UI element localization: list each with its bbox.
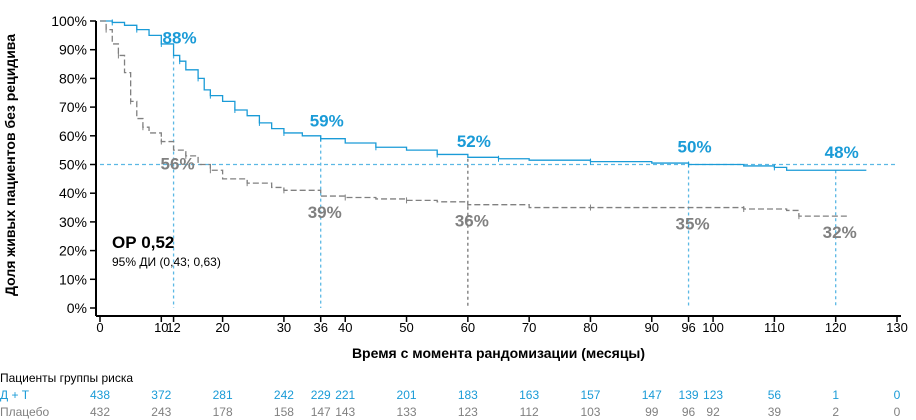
x-tick-label: 12 xyxy=(166,320,180,335)
risk-count: 139 xyxy=(679,388,699,402)
y-tick-label: 30% xyxy=(59,214,87,230)
series-line-1 xyxy=(100,20,848,217)
risk-count: 147 xyxy=(642,388,662,402)
x-tick-label: 110 xyxy=(764,320,785,335)
data-label: 39% xyxy=(308,203,342,222)
y-tick-label: 50% xyxy=(59,157,87,173)
risk-row-label: Д + Т xyxy=(0,388,30,402)
risk-count: 103 xyxy=(580,405,600,419)
risk-count: 281 xyxy=(213,388,233,402)
x-tick-label: 60 xyxy=(461,320,475,335)
risk-count: 438 xyxy=(90,388,110,402)
y-tick-label: 80% xyxy=(59,70,87,86)
x-tick-label: 70 xyxy=(522,320,536,335)
x-tick-label: 30 xyxy=(277,320,291,335)
x-tick-label: 90 xyxy=(645,320,659,335)
data-label: 36% xyxy=(455,212,489,231)
risk-count: 157 xyxy=(580,388,600,402)
y-tick-label: 60% xyxy=(59,128,87,144)
risk-count: 1 xyxy=(832,388,839,402)
x-tick-label: 40 xyxy=(338,320,352,335)
x-tick-label: 130 xyxy=(886,320,908,335)
x-tick-label: 50 xyxy=(399,320,413,335)
data-label: 50% xyxy=(678,138,712,157)
y-tick-label: 10% xyxy=(59,271,87,287)
hr-label: ОР 0,52 xyxy=(112,233,174,252)
x-tick-label: 0 xyxy=(96,320,103,335)
x-tick-label: 20 xyxy=(215,320,229,335)
risk-count: 143 xyxy=(335,405,355,419)
x-axis-label: Время с момента рандомизации (месяцы) xyxy=(352,345,645,361)
risk-count: 163 xyxy=(519,388,539,402)
series-line-0 xyxy=(100,20,867,171)
risk-count: 158 xyxy=(274,405,294,419)
hr-ci: 95% ДИ (0,43; 0,63) xyxy=(112,255,221,269)
y-tick-label: 70% xyxy=(59,99,87,115)
data-label: 48% xyxy=(825,143,859,162)
risk-count: 112 xyxy=(520,405,539,419)
x-tick-label: 120 xyxy=(825,320,847,335)
risk-count: 243 xyxy=(151,405,171,419)
risk-count: 123 xyxy=(703,388,723,402)
x-tick-label: 96 xyxy=(681,320,695,335)
x-tick-label: 10 xyxy=(154,320,168,335)
data-label: 56% xyxy=(161,154,195,173)
risk-count: 96 xyxy=(682,405,696,419)
risk-count: 0 xyxy=(894,405,901,419)
risk-count: 147 xyxy=(311,405,331,419)
risk-count: 99 xyxy=(645,405,659,419)
risk-count: 39 xyxy=(768,405,782,419)
data-label: 32% xyxy=(823,223,857,242)
x-tick-label: 100 xyxy=(702,320,724,335)
y-axis-label: Доля живых пациентов без рецидива xyxy=(2,34,18,296)
risk-count: 372 xyxy=(151,388,171,402)
x-tick-label: 80 xyxy=(583,320,597,335)
risk-table-title: Пациенты группы риска xyxy=(0,371,133,385)
y-tick-label: 20% xyxy=(59,243,87,259)
risk-count: 178 xyxy=(213,405,233,419)
y-tick-label: 40% xyxy=(59,185,87,201)
risk-count: 201 xyxy=(397,388,417,402)
y-tick-label: 100% xyxy=(51,13,87,29)
risk-count: 92 xyxy=(706,405,720,419)
risk-count: 0 xyxy=(894,388,901,402)
risk-row-label: Плацебо xyxy=(0,405,49,419)
risk-count: 183 xyxy=(458,388,478,402)
x-tick-label: 36 xyxy=(313,320,327,335)
data-label: 52% xyxy=(457,132,491,151)
risk-count: 221 xyxy=(335,388,355,402)
data-label: 59% xyxy=(310,112,344,131)
risk-count: 432 xyxy=(90,405,110,419)
risk-count: 242 xyxy=(274,388,294,402)
data-label: 35% xyxy=(676,215,710,234)
risk-count: 56 xyxy=(768,388,782,402)
risk-count: 123 xyxy=(458,405,478,419)
risk-count: 133 xyxy=(397,405,417,419)
risk-count: 229 xyxy=(311,388,331,402)
y-tick-label: 90% xyxy=(59,42,87,58)
data-label: 88% xyxy=(163,28,197,47)
y-tick-label: 0% xyxy=(67,300,87,316)
risk-count: 2 xyxy=(832,405,839,419)
